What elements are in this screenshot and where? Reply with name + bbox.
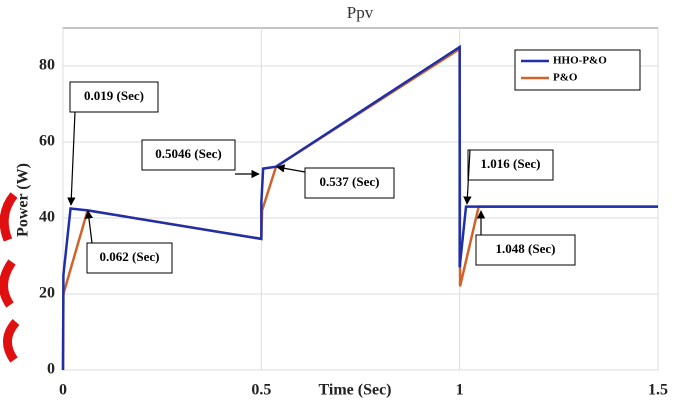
annotation: 0.019 (Sec): [84, 88, 144, 103]
annotation-box: [69, 81, 159, 113]
annotation-box: [86, 242, 173, 274]
annotation-box: [475, 234, 576, 266]
decoration: [0, 192, 20, 363]
annotation: 1.016 (Sec): [481, 156, 541, 171]
y-tick-label: 40: [39, 209, 55, 226]
y-tick-label: 80: [39, 57, 55, 74]
annotation: 0.5046 (Sec): [155, 146, 221, 161]
annotation: 0.537 (Sec): [320, 174, 380, 189]
annotation-arrow: [276, 164, 306, 173]
y-axis-label: Power (W): [15, 163, 32, 237]
y-tick-label: 0: [47, 361, 55, 378]
legend-label: P&O: [553, 72, 578, 84]
annotation-arrow: [84, 210, 94, 244]
annotation-box: [304, 167, 395, 199]
annotation-arrow: [463, 149, 472, 205]
legend-label: HHO-P&O: [553, 55, 607, 67]
x-tick-label: 0.5: [251, 382, 271, 399]
annotation-box: [467, 149, 554, 181]
chart-title: Ppv: [347, 3, 374, 22]
data-line: [61, 46, 658, 371]
annotation: 1.048 (Sec): [496, 241, 556, 256]
x-tick-label: 1: [456, 382, 464, 399]
x-tick-label: 0: [59, 382, 67, 399]
annotation-box: [141, 139, 236, 171]
y-tick-label: 60: [39, 133, 55, 150]
data-line: [61, 44, 658, 371]
x-tick-label: 1.5: [648, 382, 668, 399]
annotation-arrow: [67, 111, 76, 206]
y-tick-label: 20: [39, 285, 55, 302]
annotation: 0.062 (Sec): [100, 249, 160, 264]
legend-box: [514, 49, 641, 91]
x-axis-label: Time (Sec): [318, 382, 391, 399]
